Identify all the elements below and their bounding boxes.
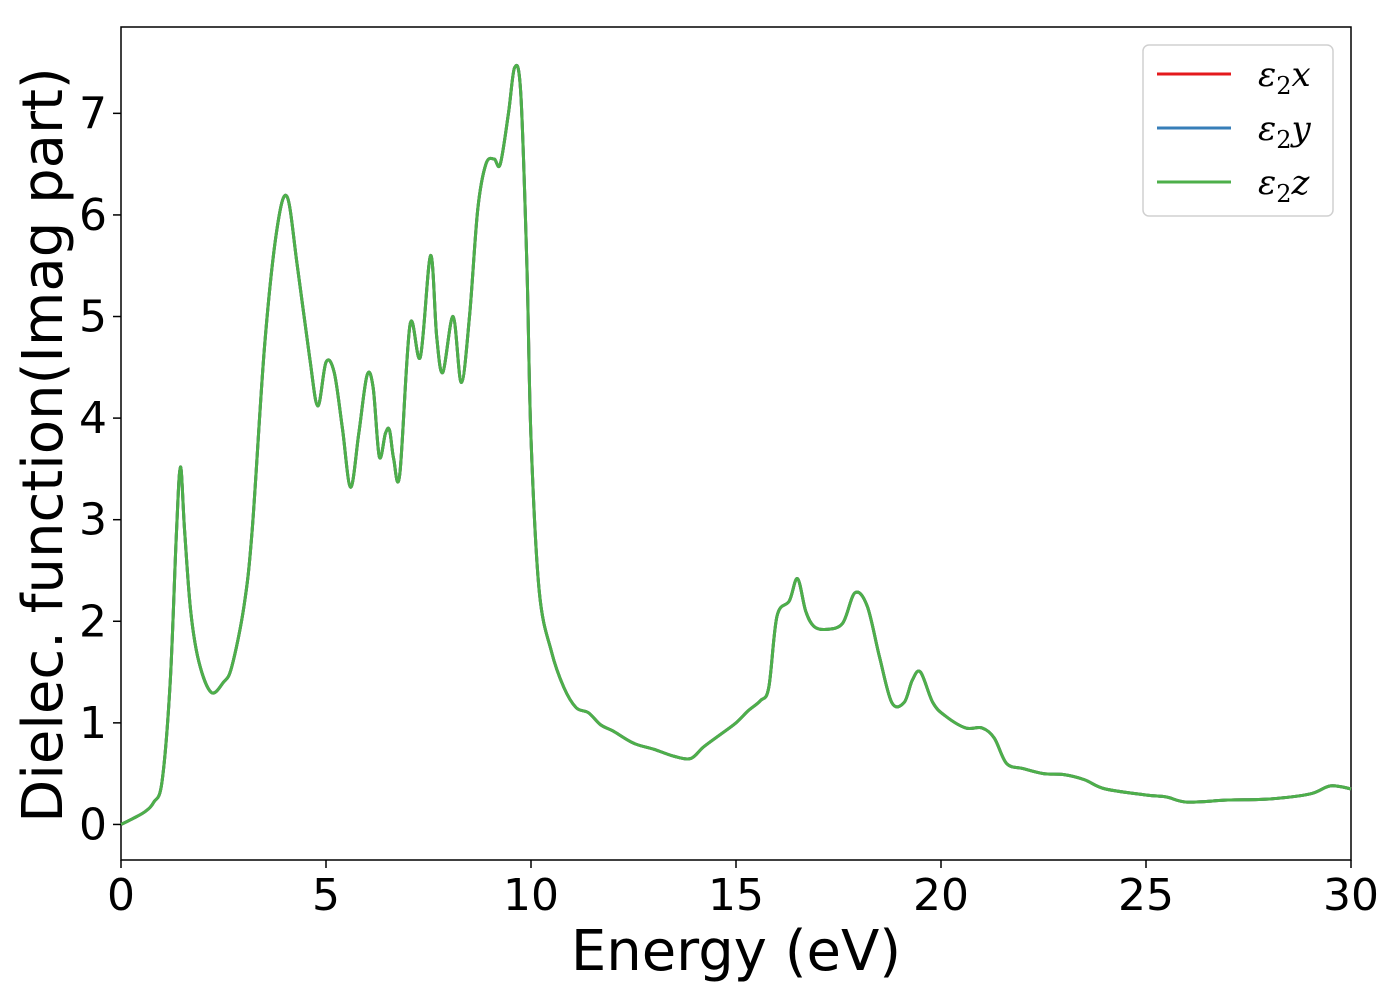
x-tick-label: 0: [107, 870, 135, 921]
y-tick-label: 5: [79, 292, 107, 343]
y-tick-label: 1: [79, 698, 107, 749]
y-tick-label: 6: [79, 190, 107, 241]
legend: ε2x ε2y ε2z: [1142, 44, 1334, 217]
legend-label-y: ε2y: [1258, 109, 1312, 154]
x-tick-label: 25: [1118, 870, 1174, 921]
y-tick-label: 4: [79, 393, 107, 444]
y-tick-label: 0: [79, 799, 107, 850]
legend-box: [1142, 44, 1334, 217]
series-layer: [120, 63, 1352, 826]
x-tick-label: 5: [312, 870, 340, 921]
x-axis-label: Energy (eV): [571, 919, 901, 984]
ticks-layer: 0 5 10 15 20 25 30 0 1 2 3 4 5 6 7: [79, 88, 1379, 921]
y-tick-label: 2: [79, 596, 107, 647]
y-tick-label: 3: [79, 495, 107, 546]
x-tick-label: 30: [1323, 870, 1379, 921]
y-tick-label: 7: [79, 88, 107, 139]
series-line-z: [120, 63, 1352, 826]
x-tick-label: 20: [913, 870, 969, 921]
legend-items: ε2x ε2y ε2z: [1157, 55, 1312, 208]
x-tick-label: 10: [503, 870, 559, 921]
legend-label-z: ε2z: [1258, 163, 1311, 208]
y-axis-label: Dielec. function(Imag part): [11, 67, 76, 823]
x-tick-label: 15: [708, 870, 764, 921]
legend-label-x: ε2x: [1258, 55, 1311, 100]
